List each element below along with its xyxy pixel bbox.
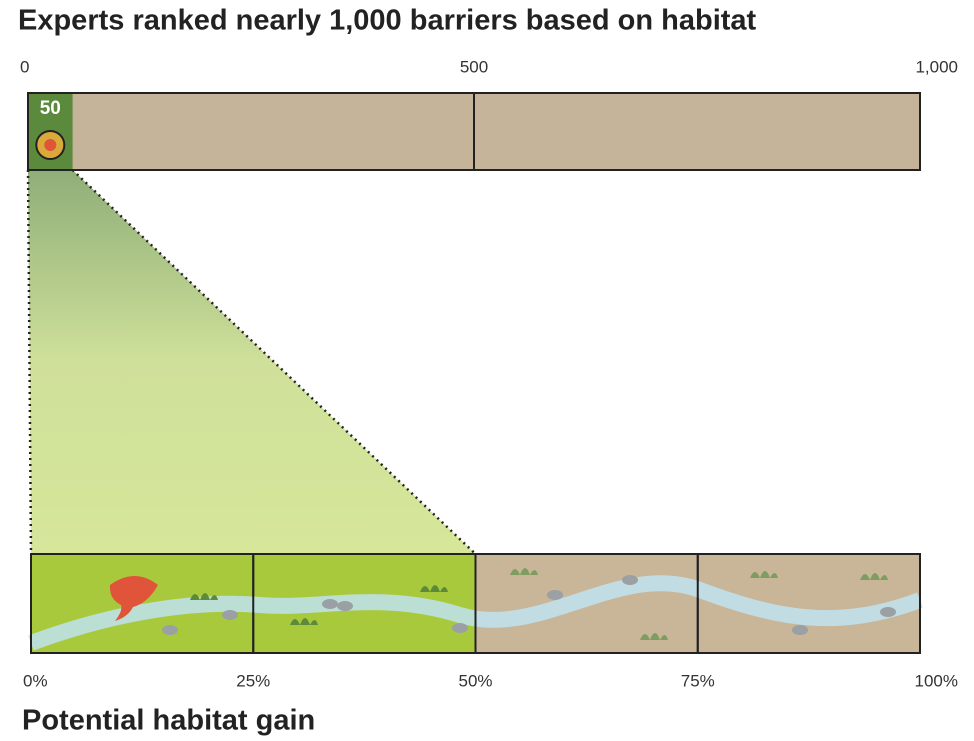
grass	[860, 573, 888, 580]
rock	[452, 623, 468, 633]
x-tick-label: 100%	[915, 671, 958, 690]
rock	[792, 625, 808, 635]
zoom-fan	[28, 170, 476, 554]
rock	[322, 599, 338, 609]
grass	[750, 571, 778, 578]
rock	[880, 607, 896, 617]
x-tick-label: 0	[20, 57, 29, 76]
rock	[162, 625, 178, 635]
rock	[547, 590, 563, 600]
zoom-edge	[71, 169, 477, 555]
rock	[222, 610, 238, 620]
x-tick-label: 500	[460, 57, 488, 76]
chart-title: Potential habitat gain	[22, 705, 315, 737]
grass	[190, 593, 218, 600]
chart-title: Experts ranked nearly 1,000 barriers bas…	[18, 5, 757, 37]
zoom-edge	[26, 169, 33, 555]
grass	[420, 585, 448, 592]
grass	[640, 633, 668, 640]
value-label: 50	[40, 98, 61, 119]
bar-border	[27, 92, 921, 171]
river-decoration	[28, 568, 923, 651]
x-tick-label: 75%	[681, 671, 715, 690]
x-tick-label: 25%	[236, 671, 270, 690]
x-tick-label: 50%	[458, 671, 492, 690]
fish-badge-dot	[44, 139, 57, 151]
rock	[337, 601, 353, 611]
bar-border	[30, 553, 921, 654]
x-tick-label: 1,000	[915, 57, 958, 76]
x-tick-label: 0%	[23, 671, 48, 690]
grass	[290, 618, 318, 625]
fish	[109, 576, 158, 621]
rock	[622, 575, 638, 585]
river	[28, 575, 923, 651]
grass	[510, 568, 538, 575]
